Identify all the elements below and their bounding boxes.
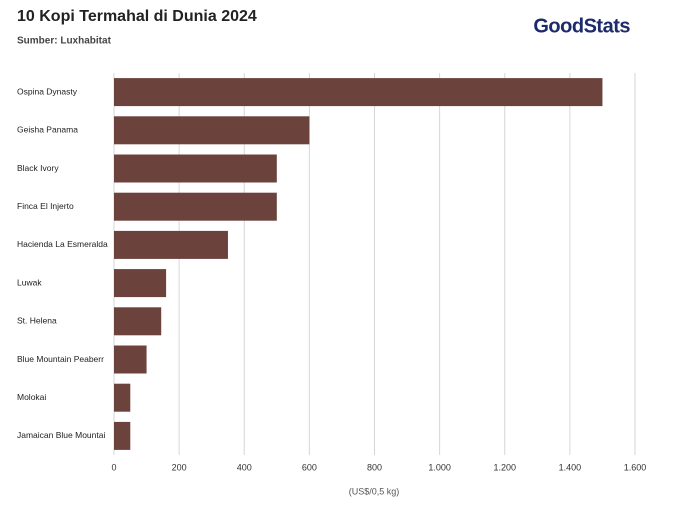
bar xyxy=(114,345,147,374)
chart-title: 10 Kopi Termahal di Dunia 2024 xyxy=(17,8,257,25)
x-tick-label: 600 xyxy=(302,462,317,472)
bar xyxy=(114,154,277,183)
bar xyxy=(114,230,228,259)
y-tick-label: Finca El Injerto xyxy=(17,201,74,211)
x-tick-label: 400 xyxy=(237,462,252,472)
logo: GoodStats xyxy=(533,15,630,37)
y-tick-label: Black Ivory xyxy=(17,163,59,173)
y-tick-label: Ospina Dynasty xyxy=(17,86,78,96)
x-tick-label: 1.400 xyxy=(559,462,582,472)
bar xyxy=(114,307,162,336)
bar xyxy=(114,192,277,221)
x-tick-label: 200 xyxy=(172,462,187,472)
y-tick-label: Geisha Panama xyxy=(17,125,78,135)
bar xyxy=(114,421,131,450)
x-axis-label: (US$/0,5 kg) xyxy=(349,486,400,496)
y-tick-label: Jamaican Blue Mountai xyxy=(17,430,105,440)
y-tick-label: St. Helena xyxy=(17,316,57,326)
x-tick-label: 800 xyxy=(367,462,382,472)
bar xyxy=(114,78,603,107)
x-tick-label: 1.000 xyxy=(428,462,451,472)
x-tick-label: 1.600 xyxy=(624,462,647,472)
x-tick-label: 0 xyxy=(111,462,116,472)
y-tick-label: Hacienda La Esmeralda xyxy=(17,239,108,249)
x-tick-label: 1.200 xyxy=(493,462,516,472)
bar xyxy=(114,116,310,145)
y-tick-label: Luwak xyxy=(17,277,42,287)
bar xyxy=(114,269,167,298)
y-tick-label: Molokai xyxy=(17,392,46,402)
chart-subtitle: Sumber: Luxhabitat xyxy=(17,36,112,47)
bar xyxy=(114,383,131,412)
y-tick-label: Blue Mountain Peaberr xyxy=(17,354,104,364)
